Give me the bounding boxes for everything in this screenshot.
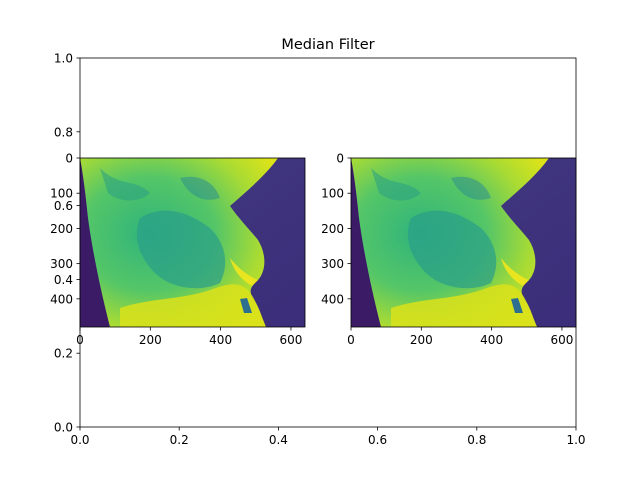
right-x-tick-label: 600 <box>550 333 573 347</box>
chart-title: Median Filter <box>281 37 374 53</box>
right-y-tick-label: 0 <box>336 152 344 166</box>
left-image-axes: 0 200 400 600 0 100 200 300 400 <box>50 152 306 347</box>
main-x-ticks: 0.0 0.2 0.4 0.6 0.8 1.0 <box>70 427 586 447</box>
main-y-tick-label: 0.4 <box>54 273 73 287</box>
right-y-ticks: 0 100 200 300 400 <box>321 152 351 306</box>
main-y-tick-label: 1.0 <box>54 52 73 66</box>
left-y-tick-label: 300 <box>50 257 73 271</box>
right-y-tick-label: 100 <box>321 187 344 201</box>
main-x-tick-label: 0.8 <box>467 433 486 447</box>
right-y-tick-label: 300 <box>321 257 344 271</box>
right-x-ticks: 0 200 400 600 <box>347 327 573 347</box>
main-y-ticks: 0.0 0.2 0.4 0.6 0.8 1.0 <box>54 52 80 435</box>
left-heatmap-image <box>80 158 305 327</box>
left-x-tick-label: 600 <box>279 333 302 347</box>
left-x-tick-label: 0 <box>76 333 84 347</box>
main-x-tick-label: 0.4 <box>269 433 288 447</box>
main-y-tick-label: 0.0 <box>54 421 73 435</box>
left-y-tick-label: 100 <box>50 187 73 201</box>
left-y-tick-label: 400 <box>50 292 73 306</box>
right-heatmap-image <box>351 158 576 327</box>
main-y-tick-label: 0.6 <box>54 199 73 213</box>
left-image-frame <box>79 157 306 328</box>
right-x-tick-label: 400 <box>480 333 503 347</box>
right-x-tick-label: 0 <box>347 333 355 347</box>
main-x-tick-label: 0.2 <box>170 433 189 447</box>
left-x-tick-label: 400 <box>209 333 232 347</box>
left-x-tick-label: 200 <box>139 333 162 347</box>
main-y-tick-label: 0.2 <box>54 347 73 361</box>
left-x-ticks: 0 200 400 600 <box>76 327 302 347</box>
main-y-tick-label: 0.8 <box>54 125 73 139</box>
right-image-frame <box>350 157 577 328</box>
main-x-tick-label: 1.0 <box>566 433 585 447</box>
right-x-tick-label: 200 <box>410 333 433 347</box>
left-y-tick-label: 0 <box>65 152 73 166</box>
right-image-axes: 0 200 400 600 0 100 200 300 400 <box>321 152 577 347</box>
left-y-ticks: 0 100 200 300 400 <box>50 152 80 306</box>
main-x-tick-label: 0.0 <box>70 433 89 447</box>
main-x-tick-label: 0.6 <box>368 433 387 447</box>
right-y-tick-label: 200 <box>321 222 344 236</box>
right-y-tick-label: 400 <box>321 292 344 306</box>
left-y-tick-label: 200 <box>50 222 73 236</box>
